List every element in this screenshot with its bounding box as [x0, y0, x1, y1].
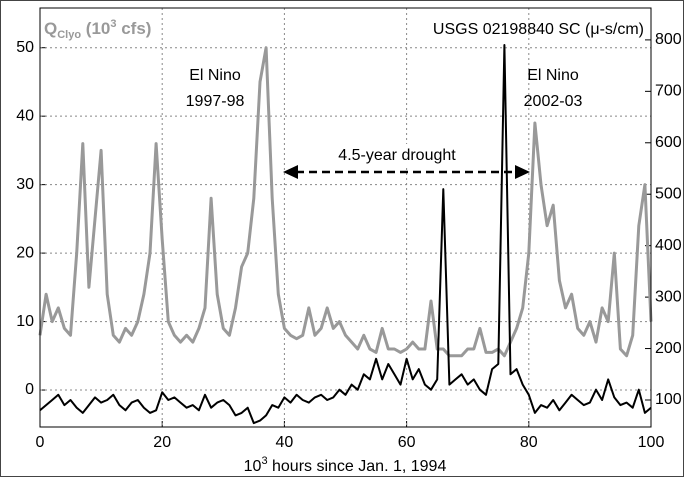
y2-tick-label: 700 [655, 83, 682, 100]
label-part: 3 [261, 455, 267, 467]
y-tick-label: 20 [16, 244, 34, 261]
y-tick-label: 50 [16, 39, 34, 56]
x-tick-label: 80 [520, 434, 538, 451]
annotation: El Nino [189, 67, 241, 84]
annotation: 1997-98 [186, 93, 245, 110]
annotation: El Nino [527, 67, 579, 84]
x-tick-label: 20 [153, 434, 171, 451]
y2-tick-label: 100 [655, 391, 682, 408]
y2-tick-label: 200 [655, 340, 682, 357]
y-tick-label: 0 [25, 381, 34, 398]
label-part: Q [44, 19, 57, 38]
y2-tick-label: 800 [655, 31, 682, 48]
annotation-bg [318, 144, 478, 166]
label-part: hours since Jan. 1, 1994 [268, 458, 447, 475]
y2-tick-label: 500 [655, 185, 682, 202]
y2-tick-label: 300 [655, 288, 682, 305]
label-part: 10 [244, 458, 262, 475]
label-part: Clyo [57, 29, 81, 41]
annotation: 4.5-year drought [338, 147, 456, 164]
x-tick-label: 40 [276, 434, 294, 451]
y-tick-label: 10 [16, 313, 34, 330]
label-part: cfs) [117, 19, 152, 38]
label-part: (10 [81, 19, 110, 38]
x-axis-label: 103 hours since Jan. 1, 1994 [244, 455, 447, 475]
y-tick-label: 30 [16, 176, 34, 193]
series-line [38, 46, 653, 358]
annotation: 2002-03 [524, 93, 583, 110]
x-tick-label: 100 [638, 434, 665, 451]
plot-area [39, 7, 652, 428]
y2-tick-label: 600 [655, 134, 682, 151]
y-axis-label: QClyo (103 cfs) [44, 18, 151, 41]
label-part: 3 [110, 18, 116, 30]
y2-tick-label: 400 [655, 237, 682, 254]
drought-arrow [283, 165, 530, 179]
y-tick-label: 40 [16, 107, 34, 124]
x-tick-label: 60 [398, 434, 416, 451]
series-line [39, 44, 652, 425]
x-tick-label: 0 [36, 434, 45, 451]
y2-axis-label: USGS 02198840 SC (μ-s/cm) [433, 21, 644, 38]
